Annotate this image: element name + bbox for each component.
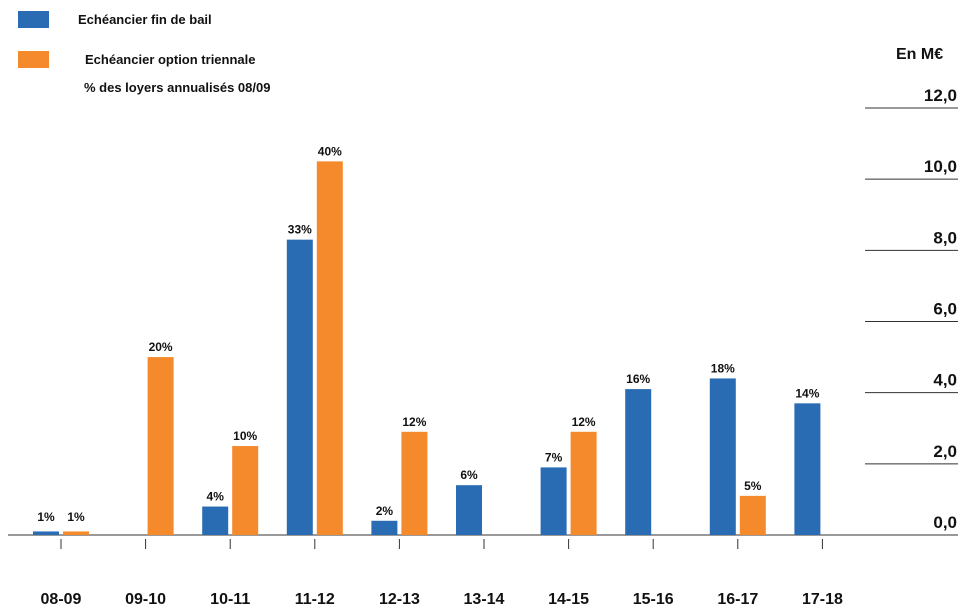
data-label: 14% [795,386,819,400]
bar-option-triennale [316,161,343,535]
bar-option-triennale [147,357,174,535]
legend-label-fin-de-bail: Echéancier fin de bail [78,12,212,27]
y-tick-label: 8,0 [933,228,957,247]
data-label: 12% [402,415,426,429]
y-tick-label: 10,0 [924,157,957,176]
y-tick-label: 0,0 [933,513,957,532]
bar-option-triennale [401,431,428,535]
data-label: 7% [545,450,563,464]
y-tick-label: 2,0 [933,442,957,461]
data-label: 10% [233,429,257,443]
legend-note-percent: % des loyers annualisés 08/09 [84,80,271,95]
bar-option-triennale [63,531,89,535]
x-tick-label: 13-14 [464,591,505,608]
bar-fin-de-bail [33,531,59,535]
x-tick-label: 09-10 [125,591,166,608]
data-label: 40% [318,144,342,158]
data-label: 12% [572,415,596,429]
x-tick-label: 15-16 [633,591,674,608]
bar-option-triennale [739,495,766,535]
bar-fin-de-bail [202,506,229,535]
unit-label: En M€ [896,46,944,63]
bar-fin-de-bail [286,239,313,536]
data-label: 6% [460,468,478,482]
bar-fin-de-bail [540,467,567,535]
data-label: 20% [149,340,173,354]
y-tick-label: 4,0 [933,371,957,390]
data-label: 1% [37,510,55,524]
data-label: 33% [288,223,312,237]
x-tick-label: 12-13 [379,591,420,608]
x-tick-label: 10-11 [210,591,250,608]
bar-fin-de-bail [456,485,482,535]
x-tick-label: 11-12 [295,591,335,608]
legend-label-option-triennale: Echéancier option triennale [85,52,256,67]
x-tick-label: 14-15 [548,591,589,608]
legend-swatch-blue [18,11,49,28]
data-label: 4% [207,490,225,504]
bar-fin-de-bail [371,520,398,535]
x-tick-label: 17-18 [802,591,843,608]
y-tick-label: 6,0 [933,300,957,319]
y-tick-label: 12,0 [924,86,957,105]
data-label: 2% [376,504,394,518]
data-label: 18% [711,361,735,375]
x-tick-label: 16-17 [717,591,758,608]
legend-swatch-orange [18,51,49,68]
bar-fin-de-bail [709,378,736,535]
data-label: 16% [626,372,650,386]
data-label: 1% [67,510,85,524]
bar-fin-de-bail [794,403,821,535]
x-tick-label: 08-09 [41,591,82,608]
data-label: 5% [744,479,762,493]
legend-item-option-triennale: Echéancier option triennale [18,51,256,68]
bar-option-triennale [570,431,597,535]
bar-fin-de-bail [625,389,652,535]
bar-option-triennale [232,446,259,535]
legend-item-fin-de-bail: Echéancier fin de bail [18,11,212,28]
